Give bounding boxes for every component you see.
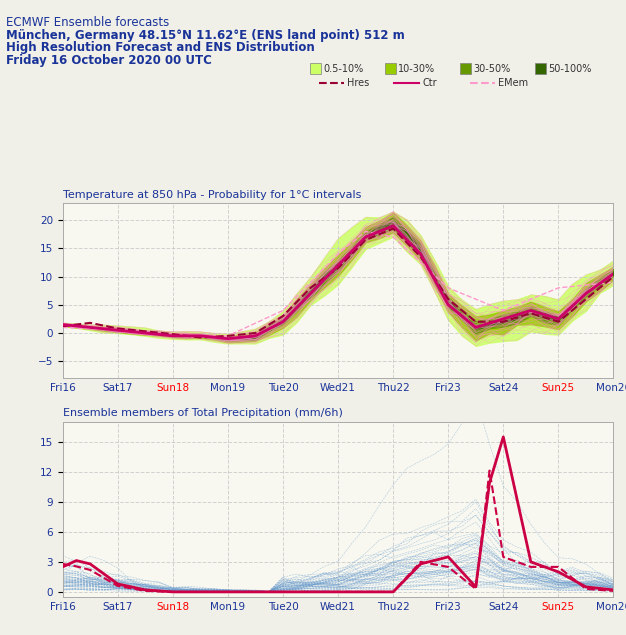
Text: 0.5-10%: 0.5-10% [323, 64, 363, 74]
Text: Temperature at 850 hPa - Probability for 1°C intervals: Temperature at 850 hPa - Probability for… [63, 190, 361, 199]
Text: ECMWF Ensemble forecasts: ECMWF Ensemble forecasts [6, 16, 170, 29]
Text: 30-50%: 30-50% [473, 64, 511, 74]
Text: 50-100%: 50-100% [548, 64, 592, 74]
Text: Hres: Hres [347, 77, 370, 88]
Text: Ctr: Ctr [423, 77, 437, 88]
Text: High Resolution Forecast and ENS Distribution: High Resolution Forecast and ENS Distrib… [6, 41, 315, 54]
Text: Ensemble members of Total Precipitation (mm/6h): Ensemble members of Total Precipitation … [63, 408, 342, 418]
Text: 10-30%: 10-30% [398, 64, 435, 74]
Text: Friday 16 October 2020 00 UTC: Friday 16 October 2020 00 UTC [6, 54, 212, 67]
Text: EMem: EMem [498, 77, 528, 88]
Text: München, Germany 48.15°N 11.62°E (ENS land point) 512 m: München, Germany 48.15°N 11.62°E (ENS la… [6, 29, 405, 41]
